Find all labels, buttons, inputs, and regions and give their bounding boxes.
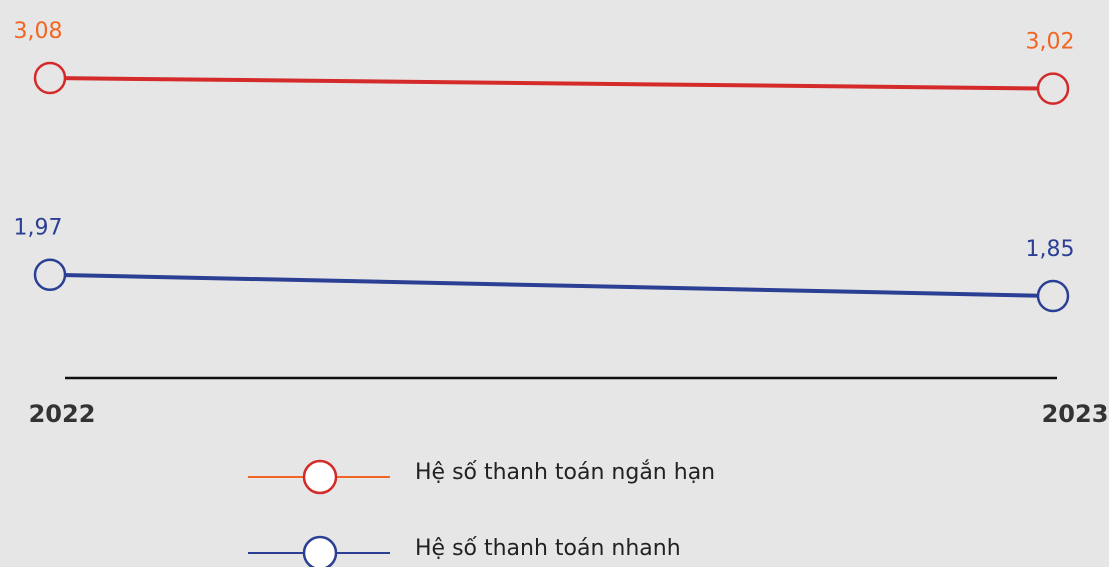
point <box>1036 279 1070 313</box>
x-tick-label: 2023 <box>1042 400 1109 428</box>
value-label: 1,85 <box>1026 237 1075 262</box>
value-label: 3,08 <box>14 19 63 44</box>
value-label: 3,02 <box>1026 30 1075 55</box>
series-line <box>49 272 1054 298</box>
legend-marker <box>302 459 338 495</box>
x-tick-label: 2022 <box>29 400 96 428</box>
legend-label: Hệ số thanh toán ngắn hạn <box>415 460 715 485</box>
point <box>1036 72 1070 105</box>
legend-marker <box>302 535 338 567</box>
legend-label: Hệ số thanh toán nhanh <box>415 536 681 561</box>
series-line <box>49 76 1054 91</box>
point <box>33 258 67 291</box>
point <box>33 61 67 95</box>
value-label: 1,97 <box>14 216 63 241</box>
